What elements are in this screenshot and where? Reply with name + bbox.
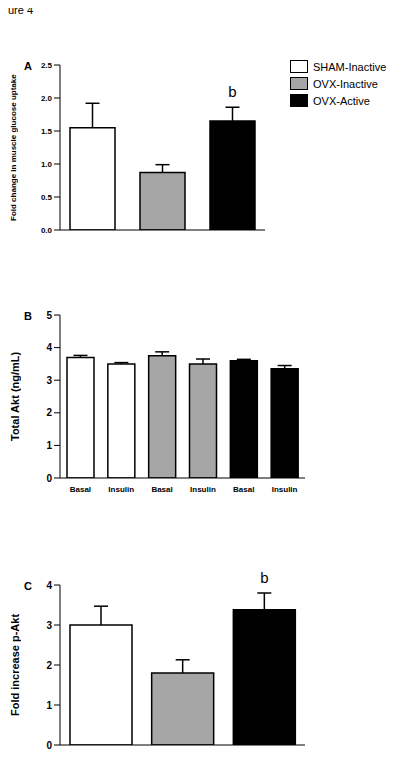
svg-text:1: 1 — [46, 440, 52, 451]
svg-text:Insulin: Insulin — [190, 485, 216, 494]
svg-text:b: b — [260, 570, 268, 586]
html-text:Total Akt (ng/mL): Total Akt (ng/mL) — [9, 351, 21, 442]
svg-text:2.5: 2.5 — [41, 61, 53, 70]
svg-text:Insulin: Insulin — [272, 485, 298, 494]
html-text:B: B — [24, 310, 32, 322]
svg-text:4: 4 — [46, 342, 52, 353]
svg-text:5: 5 — [46, 310, 52, 321]
svg-text:0.0: 0.0 — [41, 226, 53, 235]
svg-text:3: 3 — [46, 620, 52, 631]
html-text:OVX-Active: OVX-Active — [313, 94, 370, 107]
svg-text:0: 0 — [46, 740, 52, 751]
svg-text:Insulin: Insulin — [108, 485, 134, 494]
svg-text:Basal: Basal — [70, 485, 91, 494]
html-text:C: C — [24, 580, 32, 592]
svg-text:1: 1 — [46, 700, 52, 711]
svg-text:4: 4 — [46, 580, 52, 591]
svg-text:1.5: 1.5 — [41, 127, 53, 136]
html-text:ure 4: ure 4 — [8, 4, 34, 16]
svg-text:2.0: 2.0 — [41, 94, 53, 103]
html-text:SHAM-Inactive: SHAM-Inactive — [313, 60, 387, 73]
svg-text:Basal: Basal — [233, 485, 254, 494]
svg-text:b: b — [228, 83, 236, 100]
svg-text:Basal: Basal — [151, 485, 172, 494]
svg-text:0: 0 — [46, 473, 52, 484]
html-text:Fold increase p-Akt: Fold increase p-Akt — [9, 614, 21, 716]
html-text:Fold change in muscle glucose: Fold change in muscle glucose uptake — [9, 74, 18, 221]
html-text:A: A — [24, 60, 32, 72]
html-text:OVX-Inactive: OVX-Inactive — [313, 77, 378, 90]
svg-text:3: 3 — [46, 375, 52, 386]
svg-text:1.0: 1.0 — [41, 160, 53, 169]
svg-text:0.5: 0.5 — [41, 193, 53, 202]
svg-text:2: 2 — [46, 660, 52, 671]
svg-text:2: 2 — [46, 407, 52, 418]
